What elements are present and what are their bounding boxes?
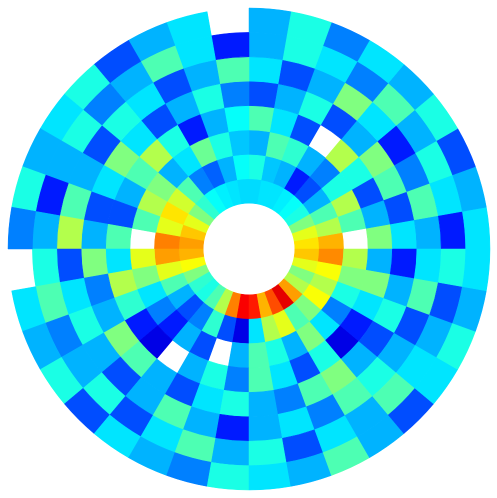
- heat-cell: [413, 248, 442, 283]
- heat-cell: [219, 80, 250, 109]
- heat-cell: [413, 215, 442, 250]
- heat-cell: [248, 105, 275, 133]
- heat-cell: [248, 7, 292, 36]
- heat-cell: [211, 437, 250, 466]
- heat-cell: [437, 248, 466, 287]
- heat-cell: [206, 462, 250, 491]
- heat-cell: [365, 248, 393, 275]
- heat-cell: [32, 248, 61, 287]
- heat-cell: [248, 32, 287, 61]
- heat-cell: [462, 206, 491, 250]
- heat-cell: [105, 223, 133, 250]
- heat-cell: [215, 413, 250, 442]
- heat-cell: [248, 413, 283, 442]
- heat-cell: [248, 437, 287, 466]
- heat-cell: [7, 206, 36, 250]
- heat-cell: [80, 248, 109, 279]
- heat-cell: [389, 219, 418, 250]
- heat-cell: [389, 248, 418, 279]
- heat-cell: [32, 211, 61, 250]
- heat-cell: [248, 462, 292, 491]
- heat-cell: [228, 341, 250, 369]
- heat-cell: [437, 211, 466, 250]
- heat-cell: [248, 389, 279, 418]
- heat-cell: [211, 32, 250, 61]
- heat-cell: [56, 215, 85, 250]
- heat-cell: [56, 248, 85, 283]
- heat-cell: [219, 389, 250, 418]
- heat-cell: [248, 56, 283, 85]
- heat-cell: [215, 56, 250, 85]
- heat-cell: [80, 219, 109, 250]
- heat-cell: [248, 80, 279, 109]
- heat-cell: [223, 365, 250, 393]
- heat-cell: [462, 248, 491, 292]
